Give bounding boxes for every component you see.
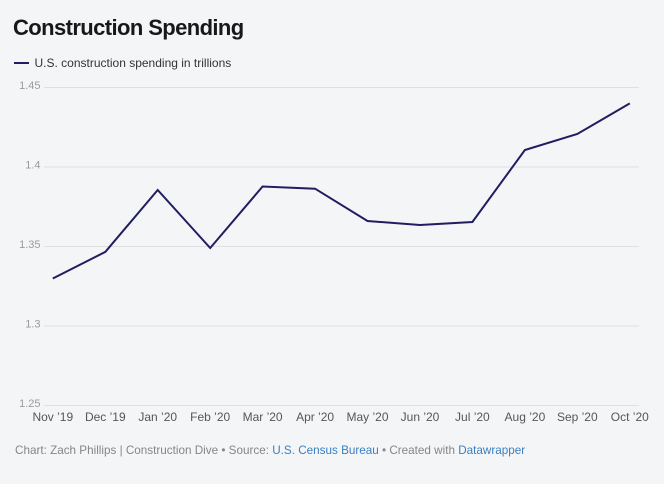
svg-text:Oct ’20: Oct ’20: [611, 410, 649, 424]
svg-text:Nov ’19: Nov ’19: [32, 410, 73, 424]
svg-text:Aug ’20: Aug ’20: [505, 410, 546, 424]
svg-text:Jun ’20: Jun ’20: [401, 410, 440, 424]
svg-text:1.45: 1.45: [19, 80, 40, 92]
svg-text:Mar ’20: Mar ’20: [243, 410, 283, 424]
svg-text:1.4: 1.4: [25, 160, 40, 172]
svg-text:Sep ’20: Sep ’20: [557, 410, 598, 424]
svg-text:Feb ’20: Feb ’20: [190, 410, 230, 424]
svg-text:Dec ’19: Dec ’19: [85, 410, 126, 424]
svg-text:1.25: 1.25: [19, 398, 40, 410]
svg-text:1.3: 1.3: [25, 319, 40, 331]
svg-text:Jan ’20: Jan ’20: [138, 410, 177, 424]
svg-text:May ’20: May ’20: [346, 410, 388, 424]
svg-text:1.35: 1.35: [19, 239, 40, 251]
svg-text:Apr ’20: Apr ’20: [296, 410, 334, 424]
svg-text:Jul ’20: Jul ’20: [455, 410, 490, 424]
